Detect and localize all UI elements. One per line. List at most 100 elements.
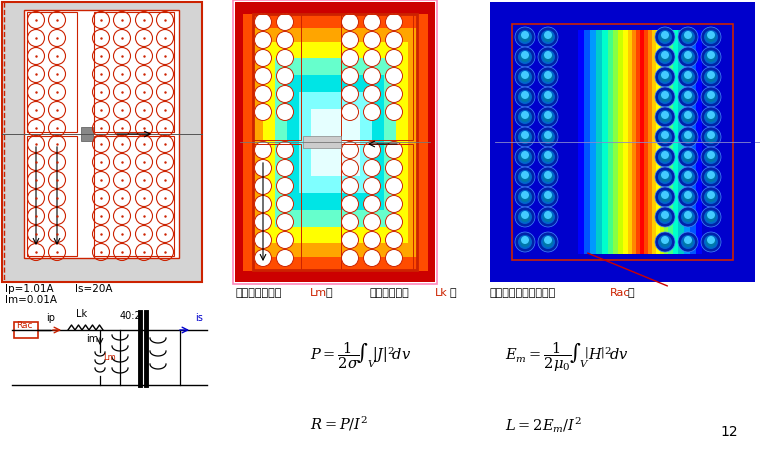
Circle shape <box>341 32 359 48</box>
Circle shape <box>707 131 715 139</box>
Circle shape <box>683 132 693 142</box>
Text: 激磁磁通分布（: 激磁磁通分布（ <box>236 288 283 298</box>
Circle shape <box>255 142 271 158</box>
Circle shape <box>520 172 530 182</box>
Circle shape <box>684 211 692 219</box>
Circle shape <box>520 32 530 42</box>
Circle shape <box>538 47 558 67</box>
Circle shape <box>706 32 716 42</box>
Bar <box>253 14 417 270</box>
Text: 绕组导体涡流场分布（: 绕组导体涡流场分布（ <box>490 288 556 298</box>
Circle shape <box>706 192 716 202</box>
Text: Lk: Lk <box>435 288 448 298</box>
Circle shape <box>658 90 672 104</box>
Circle shape <box>515 87 535 107</box>
Circle shape <box>255 14 271 30</box>
Circle shape <box>543 32 553 42</box>
Circle shape <box>520 52 530 62</box>
Text: $L = 2E_m / I^2$: $L = 2E_m / I^2$ <box>505 415 582 435</box>
Circle shape <box>277 232 293 248</box>
Circle shape <box>543 152 553 162</box>
Bar <box>341 14 413 140</box>
Circle shape <box>277 103 293 121</box>
Circle shape <box>701 167 721 187</box>
Circle shape <box>681 90 695 104</box>
Circle shape <box>707 151 715 159</box>
Bar <box>648 30 654 254</box>
Bar <box>608 30 614 254</box>
Circle shape <box>544 111 552 119</box>
Circle shape <box>707 191 715 199</box>
Circle shape <box>681 190 695 204</box>
Text: ）: ） <box>627 288 634 298</box>
Circle shape <box>678 67 698 87</box>
Bar <box>14 322 38 338</box>
Circle shape <box>544 51 552 59</box>
Circle shape <box>518 30 532 44</box>
Circle shape <box>704 50 718 64</box>
Circle shape <box>701 87 721 107</box>
Circle shape <box>683 52 693 62</box>
Circle shape <box>538 107 558 127</box>
Circle shape <box>660 172 670 182</box>
Circle shape <box>704 30 718 44</box>
Circle shape <box>541 110 555 124</box>
Circle shape <box>385 232 403 248</box>
Circle shape <box>521 91 529 99</box>
Circle shape <box>678 167 698 187</box>
Circle shape <box>701 127 721 147</box>
Circle shape <box>658 170 672 184</box>
Circle shape <box>363 85 381 103</box>
Circle shape <box>277 49 293 67</box>
Circle shape <box>515 207 535 227</box>
Circle shape <box>538 187 558 207</box>
Circle shape <box>518 190 532 204</box>
Circle shape <box>678 147 698 167</box>
Circle shape <box>515 167 535 187</box>
Bar <box>690 30 696 254</box>
Circle shape <box>385 32 403 48</box>
Circle shape <box>661 111 669 119</box>
Circle shape <box>255 68 271 84</box>
Circle shape <box>544 131 552 139</box>
Bar <box>81 127 93 141</box>
Circle shape <box>683 72 693 82</box>
Circle shape <box>681 110 695 124</box>
Circle shape <box>655 127 675 147</box>
Bar <box>596 30 602 254</box>
Circle shape <box>661 211 669 219</box>
Circle shape <box>658 50 672 64</box>
Circle shape <box>277 14 293 30</box>
Circle shape <box>341 142 359 158</box>
Circle shape <box>684 191 692 199</box>
Circle shape <box>521 191 529 199</box>
Circle shape <box>363 213 381 231</box>
Circle shape <box>661 71 669 79</box>
Circle shape <box>520 212 530 222</box>
Circle shape <box>683 192 693 202</box>
Circle shape <box>655 147 675 167</box>
Text: im: im <box>86 334 98 344</box>
Circle shape <box>707 171 715 179</box>
Circle shape <box>515 127 535 147</box>
Circle shape <box>363 159 381 177</box>
Circle shape <box>704 90 718 104</box>
Circle shape <box>385 213 403 231</box>
Circle shape <box>701 27 721 47</box>
Circle shape <box>655 47 675 67</box>
Circle shape <box>520 92 530 102</box>
Circle shape <box>681 50 695 64</box>
Circle shape <box>658 190 672 204</box>
Circle shape <box>521 171 529 179</box>
Circle shape <box>363 103 381 121</box>
Circle shape <box>681 210 695 224</box>
Circle shape <box>518 90 532 104</box>
Circle shape <box>541 210 555 224</box>
Circle shape <box>385 249 403 267</box>
Circle shape <box>683 172 693 182</box>
Circle shape <box>518 235 532 249</box>
Circle shape <box>660 152 670 162</box>
Circle shape <box>521 51 529 59</box>
Circle shape <box>678 187 698 207</box>
Circle shape <box>341 103 359 121</box>
